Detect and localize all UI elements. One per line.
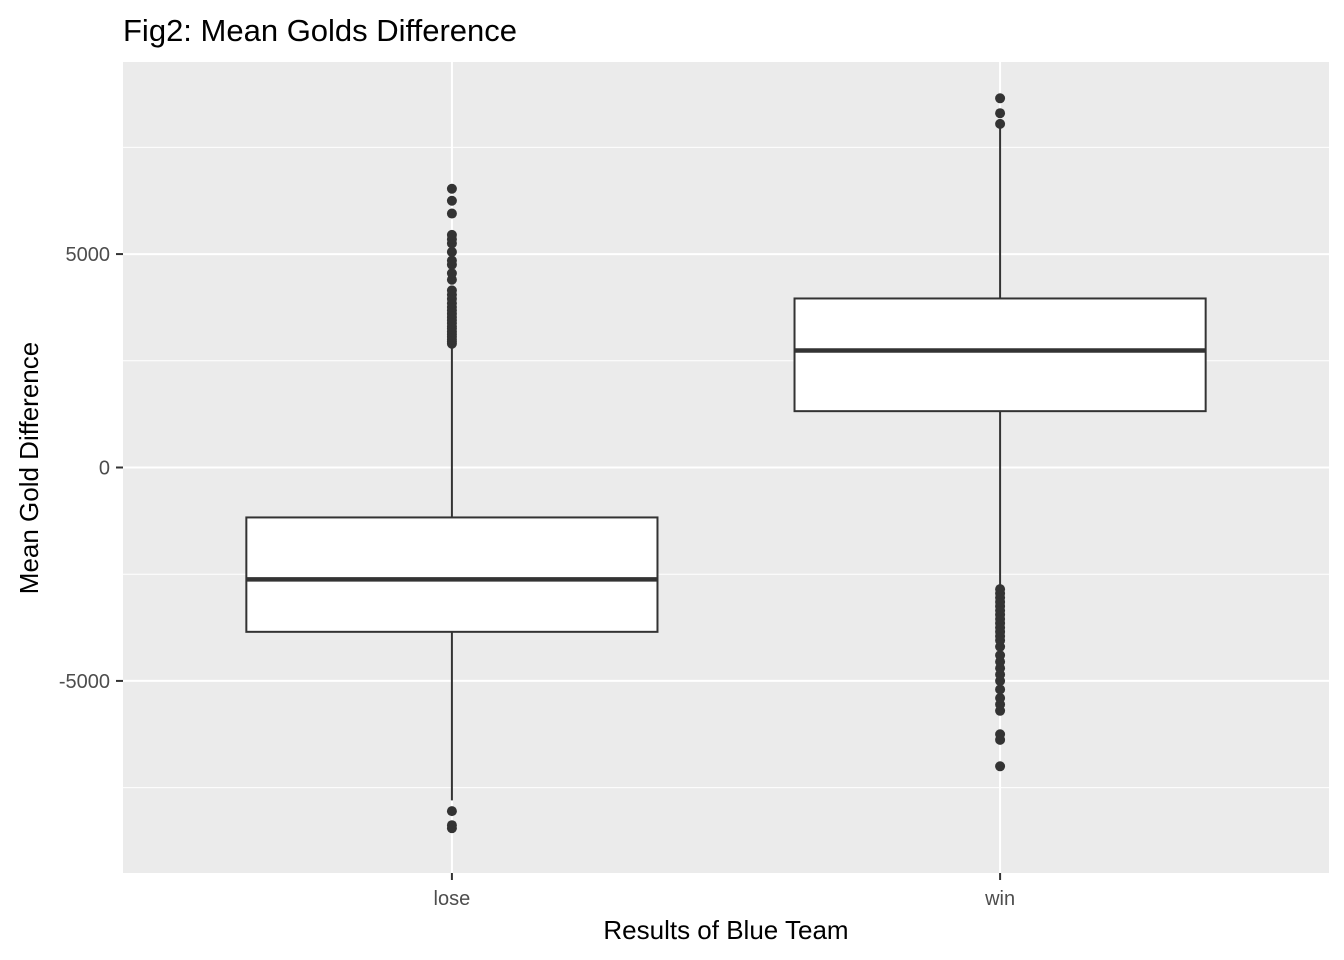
outlier-point [446,285,457,296]
x-tick-label: win [984,888,1015,910]
outlier-point [995,93,1006,104]
outlier-point [995,118,1006,129]
box-lose [245,183,659,834]
boxes [245,93,1207,834]
chart-title: Fig2: Mean Golds Difference [123,13,517,48]
outlier-point [995,108,1006,119]
outlier-point [446,246,457,257]
y-axis-title: Mean Gold Difference [14,342,44,594]
outlier-point [446,820,457,831]
x-axis-title: Results of Blue Team [603,915,848,945]
outlier-point [446,806,457,817]
outlier-point [995,761,1006,772]
y-tick-label: -5000 [59,671,110,693]
outlier-point [995,584,1006,595]
outlier-point [446,208,457,219]
outlier-point [446,195,457,206]
iqr-box [793,297,1207,413]
y-tick-label: 0 [99,458,110,480]
x-axis: lose win [434,873,1015,910]
outlier-point [995,729,1006,740]
outlier-point [446,255,457,266]
outlier-point [995,650,1006,661]
outlier-point [446,183,457,194]
x-tick-label: lose [434,888,471,910]
y-tick-label: 5000 [66,244,111,266]
outlier-point [446,268,457,279]
box-win [793,93,1207,772]
outlier-point [995,692,1006,703]
outlier-point [446,229,457,240]
outlier-point [995,684,1006,695]
iqr-box [245,516,659,633]
y-axis: -5000 0 5000 [59,244,123,693]
